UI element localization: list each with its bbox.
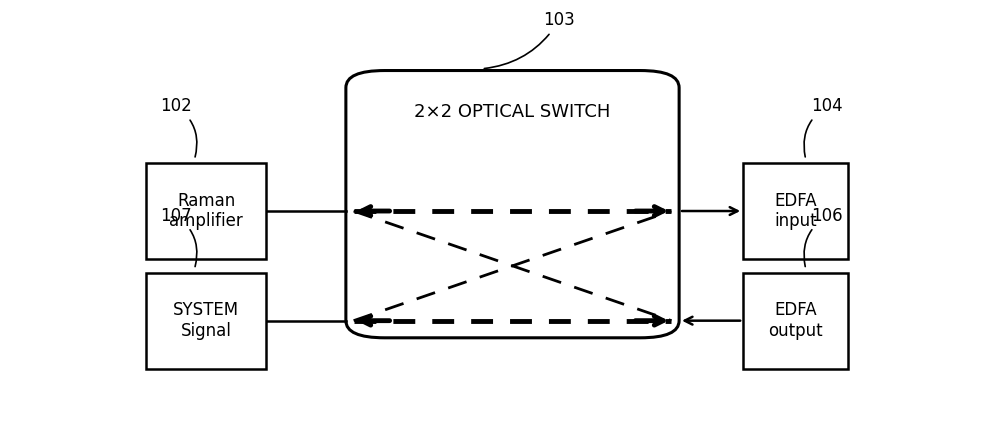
FancyBboxPatch shape bbox=[346, 70, 679, 338]
Text: 107: 107 bbox=[161, 207, 197, 267]
Bar bbox=[743, 273, 848, 368]
Bar bbox=[146, 163, 266, 259]
Text: 2×2 OPTICAL SWITCH: 2×2 OPTICAL SWITCH bbox=[414, 103, 611, 121]
Text: EDFA
input: EDFA input bbox=[774, 192, 817, 231]
Text: 103: 103 bbox=[484, 12, 575, 69]
Text: EDFA
output: EDFA output bbox=[768, 301, 823, 340]
Bar bbox=[743, 163, 848, 259]
Text: 106: 106 bbox=[804, 207, 843, 267]
Text: 102: 102 bbox=[160, 97, 197, 157]
Text: SYSTEM
Signal: SYSTEM Signal bbox=[173, 301, 239, 340]
Bar bbox=[146, 273, 266, 368]
Text: 104: 104 bbox=[804, 97, 843, 157]
Text: Raman
amplifier: Raman amplifier bbox=[170, 192, 243, 231]
